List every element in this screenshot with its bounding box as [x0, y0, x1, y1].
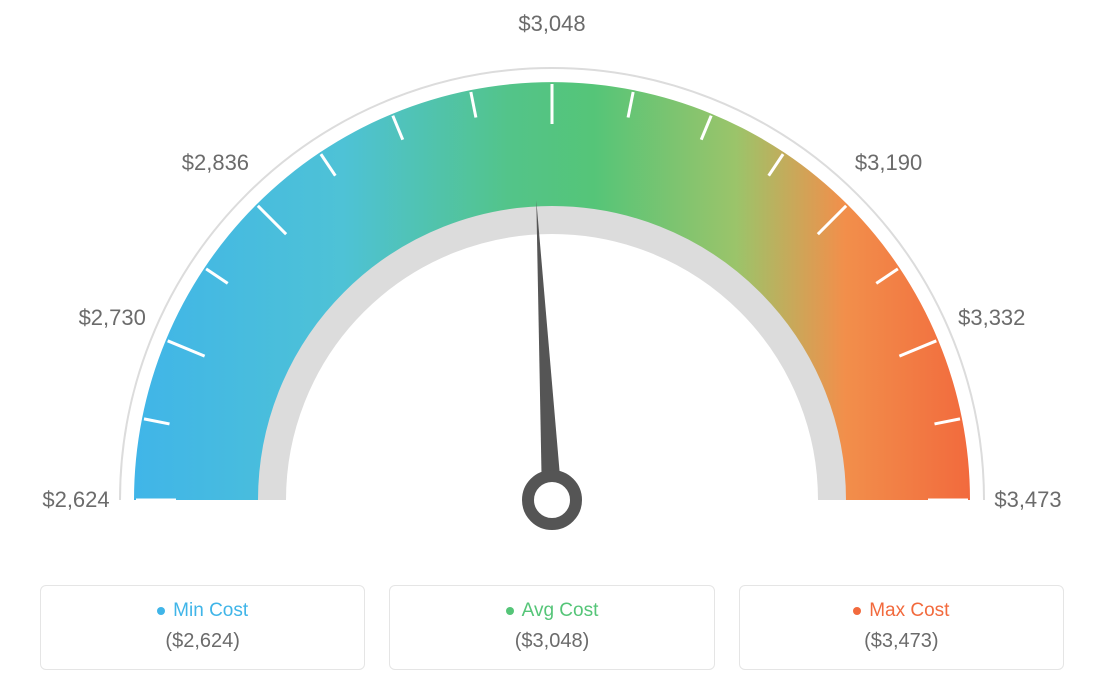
max-dot-icon — [853, 607, 861, 615]
gauge-tick-label: $3,048 — [518, 11, 585, 37]
gauge-tick-label: $3,332 — [958, 305, 1025, 331]
gauge-tick-label: $2,730 — [79, 305, 146, 331]
gauge-svg — [0, 0, 1104, 560]
gauge-tick-label: $2,624 — [42, 487, 109, 513]
avg-dot-icon — [506, 607, 514, 615]
min-cost-label-row: Min Cost — [61, 600, 344, 622]
min-cost-card: Min Cost ($2,624) — [40, 585, 365, 670]
max-cost-card: Max Cost ($3,473) — [739, 585, 1064, 670]
avg-cost-label-row: Avg Cost — [410, 600, 693, 622]
chart-container: $2,624 $2,730 $2,836 $3,048 $3,190 $3,332 $3,4… — [0, 0, 1104, 690]
min-dot-icon — [157, 607, 165, 615]
gauge-tick-label: $3,190 — [855, 150, 922, 176]
min-cost-value: ($2,624) — [61, 630, 344, 653]
gauge-tick-label: $3,473 — [994, 487, 1061, 513]
avg-cost-value: ($3,048) — [410, 630, 693, 653]
cost-cards-row: Min Cost ($2,624) Avg Cost ($3,048) Max … — [0, 585, 1104, 670]
max-cost-label-row: Max Cost — [760, 600, 1043, 622]
gauge-needle-hub — [528, 476, 576, 524]
max-cost-value: ($3,473) — [760, 630, 1043, 653]
avg-cost-card: Avg Cost ($3,048) — [389, 585, 714, 670]
gauge-wrap: $2,624 $2,730 $2,836 $3,048 $3,190 $3,332 $3,4… — [0, 0, 1104, 560]
avg-cost-label: Avg Cost — [522, 600, 599, 622]
gauge-needle — [536, 200, 562, 500]
gauge-tick-label: $2,836 — [182, 150, 249, 176]
max-cost-label: Max Cost — [869, 600, 949, 622]
min-cost-label: Min Cost — [173, 600, 248, 622]
